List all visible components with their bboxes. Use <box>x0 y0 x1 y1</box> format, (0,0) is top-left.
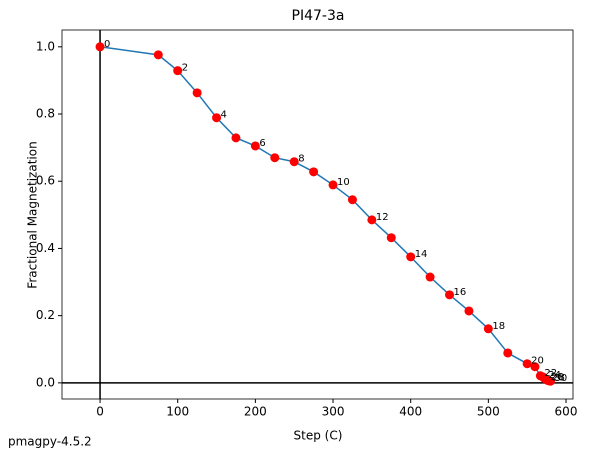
marker <box>270 153 280 163</box>
point-label: 20 <box>531 356 544 367</box>
marker <box>309 167 319 177</box>
marker <box>530 362 540 372</box>
point-label: 22 <box>544 368 557 379</box>
point-label: 30 <box>554 373 567 384</box>
marker <box>445 290 455 300</box>
marker <box>545 376 555 386</box>
x-axis-label: Step (C) <box>294 429 343 443</box>
point-label: 24 <box>548 370 561 381</box>
point-label: 26 <box>551 372 564 383</box>
x-tick-label: 100 <box>166 405 189 419</box>
y-tick-label: 0.0 <box>36 375 55 389</box>
point-label: 28 <box>552 373 565 384</box>
marker <box>173 66 183 76</box>
marker <box>503 348 513 358</box>
marker <box>192 88 202 98</box>
point-label: 4 <box>221 110 227 121</box>
marker <box>522 359 532 369</box>
y-tick-label: 1.0 <box>36 39 55 53</box>
marker <box>483 324 493 334</box>
series-line <box>99 46 551 382</box>
point-label: 8 <box>298 154 304 165</box>
marker <box>425 272 435 282</box>
marker <box>386 233 396 243</box>
point-label: 14 <box>415 249 428 260</box>
marker <box>212 113 222 123</box>
x-tick-label: 0 <box>96 405 104 419</box>
marker <box>289 157 299 167</box>
point-label: 0 <box>104 39 110 50</box>
x-tick-label: 400 <box>399 405 422 419</box>
x-tick-label: 300 <box>322 405 345 419</box>
marker <box>367 215 377 225</box>
chart-title: PI47-3a <box>292 8 345 24</box>
point-label: 6 <box>259 138 265 149</box>
point-label: 12 <box>376 212 389 223</box>
y-tick-label: 0.8 <box>36 107 55 121</box>
marker <box>464 306 474 316</box>
point-label: 18 <box>492 321 505 332</box>
footer: pmagpy-4.5.2 <box>8 435 92 449</box>
marker <box>153 50 163 60</box>
marker <box>328 180 338 190</box>
marker <box>231 133 241 143</box>
point-label: 16 <box>454 287 467 298</box>
x-tick-label: 600 <box>555 405 578 419</box>
y-tick-label: 0.4 <box>36 241 55 255</box>
marker <box>406 252 416 262</box>
y-tick-label: 0.6 <box>36 174 55 188</box>
plot-area <box>61 29 574 400</box>
marker <box>250 141 260 151</box>
point-label: 10 <box>337 177 350 188</box>
marker <box>95 42 105 52</box>
y-axis-label: Fractional Magnetization <box>26 141 40 288</box>
x-tick-label: 500 <box>477 405 500 419</box>
marker <box>347 195 357 205</box>
y-tick-label: 0.2 <box>36 308 55 322</box>
x-tick-label: 200 <box>244 405 267 419</box>
point-label: 2 <box>182 63 188 74</box>
